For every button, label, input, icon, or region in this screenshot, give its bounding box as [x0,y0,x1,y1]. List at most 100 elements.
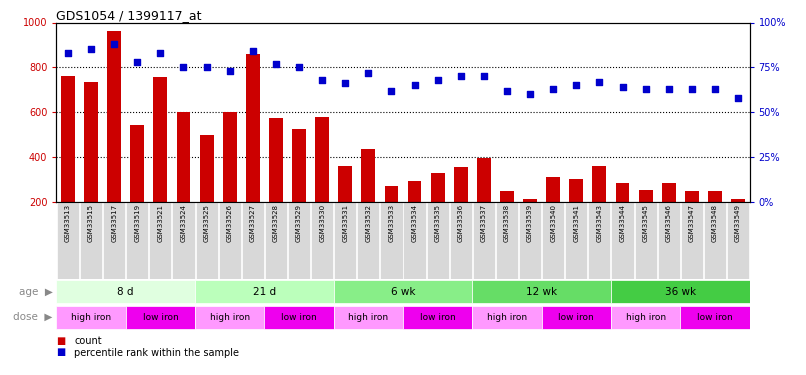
Text: GSM33517: GSM33517 [111,204,117,242]
Text: age  ▶: age ▶ [19,286,52,297]
Bar [361,149,376,202]
Bar [292,129,306,202]
Text: high iron: high iron [487,313,527,322]
Text: GSM33519: GSM33519 [135,204,140,242]
Text: high iron: high iron [71,313,111,322]
Point [385,88,398,94]
Bar [681,202,703,279]
Bar [500,190,514,202]
Text: GSM33513: GSM33513 [65,204,71,242]
Bar [311,202,333,279]
Bar [638,189,653,202]
Bar [315,117,329,202]
Bar [84,82,98,202]
Bar [565,202,588,279]
Bar [56,306,126,329]
Bar [195,306,264,329]
Text: ■: ■ [56,348,65,357]
Bar [56,280,195,303]
Point [708,86,721,92]
Bar [408,181,422,202]
Bar [685,190,699,202]
Text: GSM33549: GSM33549 [735,204,741,242]
Text: GSM33528: GSM33528 [273,204,279,242]
Bar [103,202,125,279]
Text: GSM33547: GSM33547 [689,204,695,242]
Text: 21 d: 21 d [253,286,276,297]
Bar [454,167,467,202]
Point [431,77,444,83]
Point [732,95,745,101]
Text: percentile rank within the sample: percentile rank within the sample [74,348,239,357]
Text: high iron: high iron [625,313,666,322]
Bar [496,202,518,279]
Bar [588,202,610,279]
Bar [172,202,194,279]
Point [408,82,421,88]
Bar [80,202,102,279]
Text: low iron: low iron [281,313,317,322]
Bar [288,202,310,279]
Bar [611,306,680,329]
Bar [131,124,144,202]
Text: GSM33546: GSM33546 [666,204,671,242]
Bar [523,198,537,202]
Text: GSM33527: GSM33527 [250,204,256,242]
Bar [426,202,449,279]
Bar [334,202,356,279]
Bar [727,202,749,279]
Bar [616,183,629,202]
Bar [384,186,398,202]
Point [293,64,305,70]
Bar [196,202,218,279]
Bar [126,306,195,329]
Bar [473,202,495,279]
Bar [612,202,634,279]
Point [685,86,698,92]
Text: GSM33534: GSM33534 [412,204,418,242]
Text: GSM33524: GSM33524 [181,204,186,242]
Text: GSM33545: GSM33545 [642,204,649,242]
Bar [658,202,679,279]
Point [616,84,629,90]
Text: GSM33548: GSM33548 [712,204,718,242]
Text: GSM33537: GSM33537 [481,204,487,242]
Point [108,41,121,47]
Point [663,86,675,92]
Bar [218,202,241,279]
Bar [611,280,750,303]
Bar [222,112,237,202]
Bar [403,306,472,329]
Bar [61,76,75,202]
Bar [542,306,611,329]
Bar [662,183,675,202]
Bar [195,280,334,303]
Bar [127,202,148,279]
Bar [334,280,472,303]
Text: GSM33521: GSM33521 [157,204,164,242]
Point [247,48,260,54]
Bar [731,198,745,202]
Bar [149,202,172,279]
Bar [430,173,445,202]
Point [639,86,652,92]
Text: GSM33540: GSM33540 [550,204,556,242]
Bar [200,135,214,202]
Point [200,64,213,70]
Bar [107,32,121,202]
Point [546,86,559,92]
Text: GSM33541: GSM33541 [573,204,580,242]
Point [177,64,190,70]
Bar [477,158,491,202]
Bar [519,202,541,279]
Text: dose  ▶: dose ▶ [13,312,52,322]
Text: GSM33535: GSM33535 [434,204,441,242]
Text: GSM33515: GSM33515 [88,204,94,242]
Bar [246,54,260,202]
Text: 6 wk: 6 wk [391,286,415,297]
Bar [334,306,403,329]
Text: low iron: low iron [420,313,455,322]
Text: ■: ■ [56,336,65,346]
Bar [542,202,564,279]
Text: GSM33536: GSM33536 [458,204,463,242]
